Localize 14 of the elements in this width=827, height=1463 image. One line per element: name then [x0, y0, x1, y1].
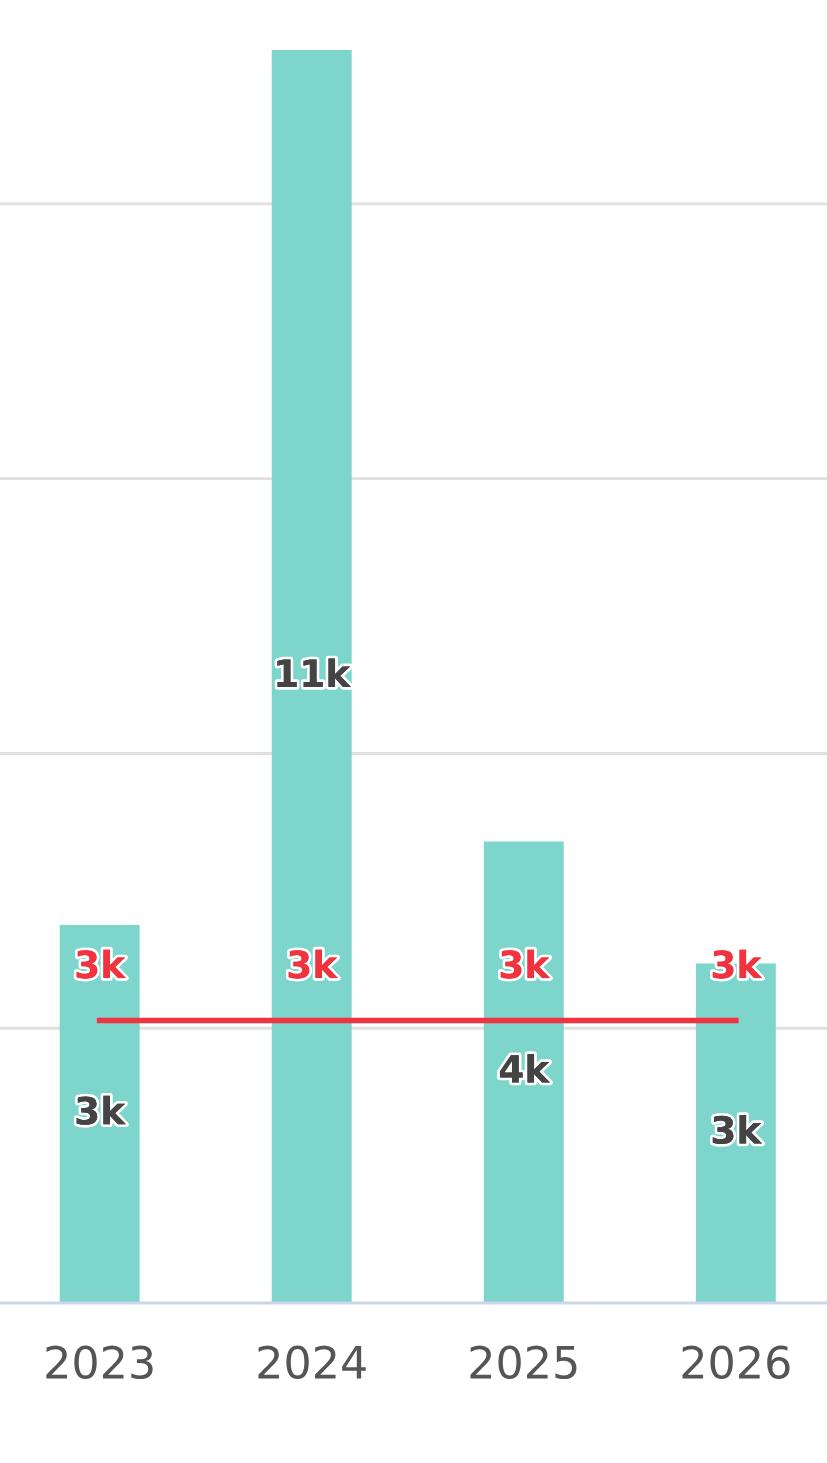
data-label: 3k [712, 1115, 763, 1145]
x-tick-label: 2025 [470, 1345, 577, 1380]
x-tick-label: 2023 [46, 1345, 153, 1380]
data-label: 3k [76, 1095, 126, 1125]
data-label: 11k [277, 658, 351, 687]
data-label: 3k [288, 949, 338, 979]
bar [271, 50, 352, 1303]
x-tick-label: 2026 [682, 1345, 790, 1380]
data-label: 4k [499, 1054, 550, 1083]
data-label: 3k [76, 949, 126, 979]
data-label: 3k [500, 949, 550, 979]
x-tick-label: 2024 [258, 1345, 366, 1380]
bar [59, 924, 140, 1303]
bar [483, 841, 564, 1303]
